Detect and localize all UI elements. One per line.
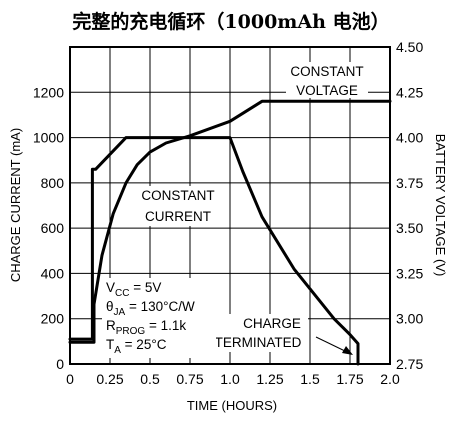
x-tick-label: 0 — [66, 371, 74, 387]
y-left-tick-label: 0 — [56, 356, 64, 372]
x-axis-label: TIME (HOURS) — [187, 398, 277, 413]
x-tick-label: 1.0 — [220, 371, 240, 387]
y-left-tick-label: 400 — [41, 265, 65, 281]
axis-tick-labels: 0 0.25 0.5 0.75 1.0 1.25 1.5 1.75 2.0 0 200 400 600 8… — [33, 39, 424, 387]
y-right-tick-label: 4.50 — [396, 39, 423, 55]
condition-line: VCC = 5V — [106, 280, 161, 299]
condition-symbol: V — [106, 280, 115, 295]
condition-subscript: CC — [115, 288, 129, 299]
charge-current-curve — [68, 136, 360, 366]
x-tick-label: 0.75 — [176, 371, 203, 387]
y-left-tick-label: 200 — [41, 311, 65, 327]
y-axis-left-label: CHARGE CURRENT (mA) — [8, 128, 23, 282]
y-right-tick-label: 2.75 — [396, 356, 423, 372]
plot-frame — [69, 46, 391, 365]
condition-symbol: θ — [106, 299, 114, 314]
y-right-tick-label: 3.50 — [396, 220, 423, 236]
charge-terminated-label-bg — [212, 314, 308, 352]
constant-voltage-line2: VOLTAGE — [296, 83, 358, 98]
condition-symbol: T — [106, 337, 114, 352]
chart-title: 完整的充电循环（1000mAh 电池） — [72, 10, 389, 33]
condition-line: TA = 25°C — [106, 337, 167, 356]
constant-current-line1: CONSTANT — [141, 188, 214, 203]
condition-value: = 130°C/W — [125, 299, 195, 314]
y-left-tick-label: 600 — [41, 220, 65, 236]
constant-voltage-line1: CONSTANT — [290, 64, 363, 79]
x-tick-label: 1.5 — [300, 371, 320, 387]
y-right-tick-label: 3.25 — [396, 265, 423, 281]
charge-terminated-arrow-line — [315, 336, 348, 353]
y-right-tick-label: 4.00 — [396, 130, 423, 146]
charge-terminated-line2: TERMINATED — [215, 335, 302, 350]
constant-current-line2: CURRENT — [145, 209, 211, 224]
battery-voltage-curve — [68, 99, 392, 344]
condition-value: = 5V — [129, 280, 161, 295]
x-tick-label: 1.75 — [336, 371, 363, 387]
y-right-tick-label: 3.00 — [396, 311, 423, 327]
condition-subscript: JA — [114, 307, 126, 318]
conditions-box-bg — [102, 278, 216, 358]
y-axis-right-label: BATTERY VOLTAGE (V) — [433, 134, 448, 277]
y-left-tick-label: 800 — [41, 175, 65, 191]
condition-value: = 25°C — [121, 337, 167, 352]
condition-value: = 1.1k — [145, 318, 186, 333]
charge-terminated-arrow-head — [342, 346, 353, 355]
constant-voltage-label-bg — [286, 62, 368, 98]
x-tick-label: 0.25 — [96, 371, 123, 387]
condition-line: RPROG = 1.1k — [106, 318, 186, 337]
data-series — [68, 99, 392, 366]
y-right-tick-label: 4.25 — [396, 84, 423, 100]
condition-line: θJA = 130°C/W — [106, 299, 195, 318]
y-right-tick-label: 3.75 — [396, 175, 423, 191]
charge-terminated-line1: CHARGE — [243, 316, 301, 331]
constant-current-label-bg — [136, 186, 220, 226]
x-tick-label: 0.5 — [140, 371, 160, 387]
x-tick-label: 2.0 — [380, 371, 400, 387]
condition-subscript: A — [114, 345, 121, 356]
y-left-tick-label: 1200 — [33, 84, 64, 100]
x-tick-label: 1.25 — [256, 371, 283, 387]
condition-symbol: R — [106, 318, 116, 333]
condition-subscript: PROG — [116, 326, 146, 337]
y-left-tick-label: 1000 — [33, 130, 64, 146]
